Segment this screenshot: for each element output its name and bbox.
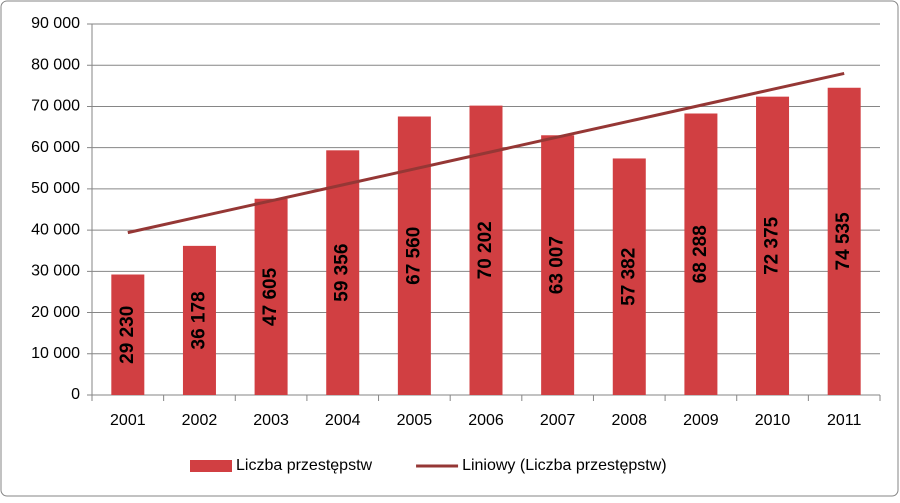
bar [541, 135, 575, 395]
bar [182, 245, 216, 395]
x-tick-label: 2009 [683, 412, 719, 429]
y-tick-label: 90 000 [31, 15, 80, 32]
y-tick-label: 80 000 [31, 56, 80, 73]
bar [756, 96, 790, 395]
value-label: 47 605 [260, 267, 281, 326]
trend-line [127, 71, 845, 235]
x-tick-label: 2010 [755, 412, 791, 429]
y-tick-label: 40 000 [31, 221, 80, 238]
y-tick-label: 70 000 [31, 98, 80, 115]
value-label: 57 382 [618, 248, 639, 306]
x-tick-label: 2007 [540, 412, 576, 429]
x-tick-label: 2011 [827, 412, 862, 429]
value-label: 29 230 [117, 306, 138, 364]
value-label: 70 202 [475, 221, 496, 279]
x-tick-label: 2006 [468, 412, 504, 429]
legend-swatch [190, 460, 232, 472]
y-tick-label: 0 [71, 386, 80, 403]
bar [397, 116, 431, 395]
x-tick-label: 2008 [611, 412, 647, 429]
y-tick-label: 50 000 [31, 180, 80, 197]
value-label: 63 007 [547, 236, 568, 294]
legend-label: Liczba przestępstw [236, 457, 373, 474]
y-tick-label: 20 000 [31, 304, 80, 321]
bar [612, 158, 646, 395]
x-tick-label: 2005 [397, 412, 433, 429]
x-tick-label: 2004 [325, 412, 361, 429]
value-label: 72 375 [762, 216, 783, 275]
y-tick-label: 60 000 [31, 139, 80, 156]
value-label: 36 178 [188, 291, 209, 349]
value-label: 67 560 [403, 227, 424, 285]
x-tick-label: 2002 [182, 412, 218, 429]
bar [254, 198, 288, 395]
x-tick-label: 2001 [110, 412, 146, 429]
value-label: 68 288 [690, 225, 711, 283]
bar [111, 274, 145, 395]
value-label: 74 535 [833, 212, 854, 271]
y-tick-label: 30 000 [31, 263, 80, 280]
bar [827, 87, 861, 395]
legend-label: Liniowy (Liczba przestępstw) [462, 457, 667, 474]
bar [326, 150, 360, 395]
bar [684, 113, 718, 396]
y-tick-label: 10 000 [31, 345, 80, 362]
x-tick-label: 2003 [253, 412, 289, 429]
value-label: 59 356 [332, 244, 353, 302]
